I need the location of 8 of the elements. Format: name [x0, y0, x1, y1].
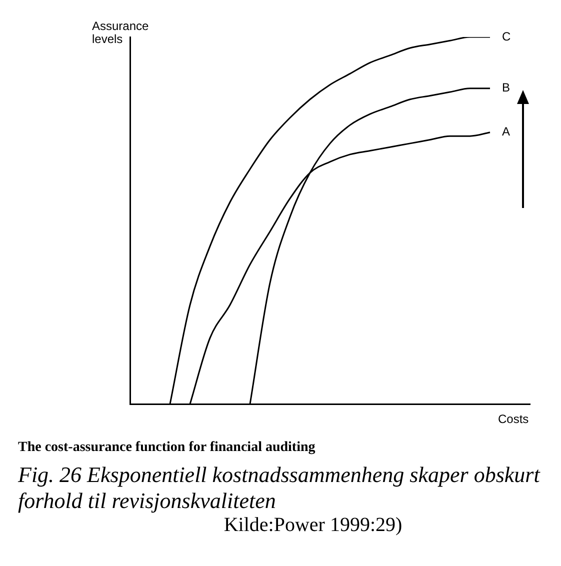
text: The cost-assurance function for financial auditing [18, 440, 316, 456]
caption: Fig. 26 Eksponentiell kostnadssammenheng skaper obskurt forhold til revisjonskvaliteten [18, 462, 542, 514]
series-label: A [502, 124, 510, 139]
text: Kilde:Power 1999:29) [222, 514, 404, 537]
y-axis-title: Assurance levels [92, 19, 150, 46]
x-axis-title: Costs [498, 412, 529, 426]
series-label: C [502, 29, 511, 44]
series-label: B [502, 80, 510, 95]
